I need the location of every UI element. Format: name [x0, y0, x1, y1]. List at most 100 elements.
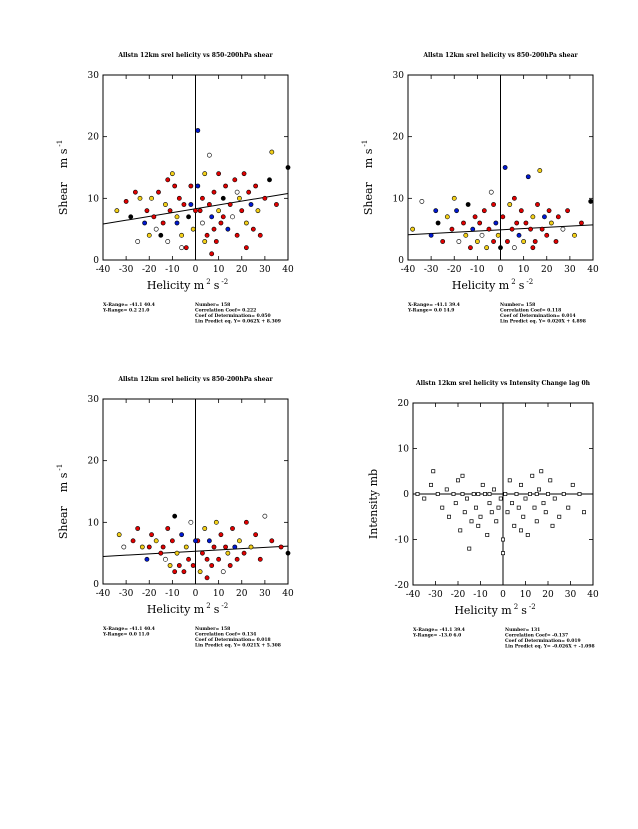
x-tick-label: -30 [428, 590, 443, 600]
x-tick-label: 20 [541, 265, 553, 275]
data-point [167, 208, 173, 214]
data-point [149, 532, 154, 538]
data-point [435, 220, 441, 226]
stats-regression-text: Correlation Coef= -0.137 [505, 633, 568, 639]
chart-panel-4: Allstn 12km srel helicity vs Intensity C… [367, 380, 599, 650]
data-point [496, 505, 501, 510]
data-point [135, 239, 141, 244]
y-label-unit: m s [57, 148, 70, 168]
data-point [440, 239, 446, 244]
data-point [183, 544, 189, 550]
x-label-text: Helicity m [147, 279, 205, 292]
x-tick-label: -10 [165, 265, 180, 275]
stats-regression-text: Lin Predict eq. Y= -0.026X + -1.098 [505, 644, 595, 650]
data-point [491, 202, 496, 207]
data-point [197, 208, 203, 214]
y-tick-label: 10 [393, 194, 405, 204]
data-point [480, 482, 485, 487]
data-point [142, 220, 148, 226]
data-point [179, 532, 185, 538]
data-point [465, 202, 471, 207]
data-point [216, 208, 222, 214]
data-point [250, 226, 256, 232]
data-point [234, 556, 240, 562]
data-point [537, 168, 543, 173]
data-point [495, 232, 501, 238]
stats-regression-text: Coef of Determination= 0.050 [195, 313, 271, 319]
data-point [502, 165, 508, 170]
data-point [498, 496, 503, 501]
data-point [491, 239, 496, 244]
x-label-exponent: -2 [221, 602, 228, 610]
data-point [468, 245, 473, 251]
data-point [541, 501, 546, 506]
data-point [269, 538, 275, 544]
y-tick-label: -10 [395, 536, 410, 546]
data-point [561, 492, 566, 496]
data-point [179, 232, 185, 238]
data-point [483, 492, 487, 496]
x-label-exponent: 2 [206, 602, 210, 610]
y-label-main: Intensity mb [367, 469, 380, 539]
data-point [248, 544, 254, 550]
data-point [494, 519, 499, 524]
data-point [516, 505, 521, 510]
data-point [525, 532, 530, 537]
x-label-unit: s [214, 279, 220, 292]
data-point [174, 220, 180, 226]
data-point [444, 214, 450, 220]
data-point [209, 563, 215, 568]
x-tick-label: 10 [518, 265, 530, 275]
data-point [449, 226, 455, 232]
stats-regression-text: Number= 158 [195, 626, 230, 632]
x-label-exponent: -2 [221, 278, 228, 286]
stats-regression-text: Lin Predict eq. Y= 0.020X + 4.898 [500, 319, 586, 325]
data-point [151, 214, 157, 220]
data-point [548, 478, 553, 483]
data-point [243, 245, 249, 251]
x-tick-label: 20 [542, 590, 554, 600]
x-tick-label: 0 [193, 265, 199, 275]
chart-title: Allstn 12km srel helicity vs 850-200hPa … [117, 376, 273, 383]
data-point [577, 492, 582, 496]
data-point [431, 469, 436, 474]
data-point [553, 239, 559, 244]
data-point [195, 183, 201, 189]
data-point [144, 556, 150, 562]
data-point [123, 199, 129, 204]
data-point [163, 202, 168, 207]
data-point [560, 226, 566, 232]
x-label-unit: s [214, 603, 220, 616]
data-point [572, 232, 577, 238]
y-axis-label: Shear m s-1 [361, 140, 375, 215]
data-point [470, 226, 476, 232]
data-point [501, 551, 505, 556]
data-point [128, 214, 134, 220]
y-label-unit: m s [57, 472, 70, 492]
y-tick-label: 10 [88, 518, 100, 528]
y-tick-label: 0 [403, 490, 409, 500]
data-point [158, 232, 164, 238]
data-point [213, 519, 219, 525]
data-point [471, 492, 476, 496]
data-point [519, 528, 523, 533]
data-point [444, 487, 449, 492]
data-point [239, 208, 245, 214]
x-tick-label: -20 [142, 265, 157, 275]
x-tick-label: 30 [564, 265, 576, 275]
data-point [525, 174, 531, 180]
data-point [478, 514, 483, 519]
data-point [156, 189, 161, 195]
data-point [223, 183, 228, 189]
data-point [211, 544, 217, 550]
data-point [146, 544, 152, 550]
regression-line [407, 224, 594, 236]
data-point [456, 478, 460, 483]
data-point [498, 245, 503, 251]
data-point [512, 523, 517, 528]
data-point [493, 220, 499, 226]
data-point [202, 526, 208, 531]
x-label-exponent: 2 [514, 603, 518, 611]
stats-regression-text: Number= 131 [505, 627, 540, 633]
